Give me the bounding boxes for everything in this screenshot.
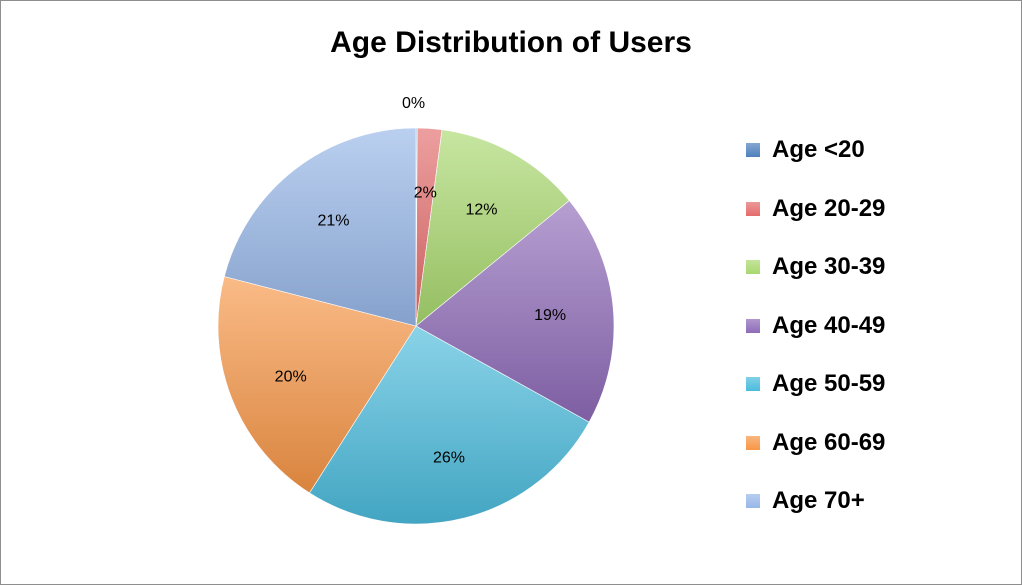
data-label-50-59: 26%	[433, 450, 465, 467]
legend-swatch	[746, 143, 760, 157]
legend-swatch	[746, 377, 760, 391]
data-label-70plus: 21%	[317, 213, 349, 230]
legend-label: Age 70+	[772, 487, 865, 514]
chart-title: Age Distribution of Users	[330, 26, 692, 59]
legend-label: Age 60-69	[772, 428, 886, 456]
data-label-20-29: 2%	[414, 185, 437, 202]
data-label-40-49: 19%	[534, 307, 566, 324]
data-label-lt20: 0%	[402, 95, 425, 112]
legend-swatch	[746, 318, 760, 333]
pie-slice-30-39	[415, 129, 570, 327]
pie-slice-40-49	[415, 200, 615, 423]
data-label-60-69: 20%	[275, 368, 307, 385]
legend-label: Age 40-49	[772, 311, 886, 339]
legend-swatch	[746, 260, 760, 274]
legend-swatch	[746, 494, 760, 508]
legend-swatch	[746, 201, 760, 216]
legend-label: Age 30-39	[772, 253, 886, 280]
pie-slice-70plus	[223, 127, 417, 327]
data-label-30-39: 12%	[465, 201, 497, 218]
legend-label: Age 20-29	[772, 194, 886, 222]
legend-label: Age <20	[772, 136, 865, 163]
pie-slice-50-59	[309, 325, 590, 525]
legend-label: Age 50-59	[772, 370, 886, 397]
legend-swatch	[746, 435, 760, 450]
pie-slice-60-69	[217, 276, 417, 494]
